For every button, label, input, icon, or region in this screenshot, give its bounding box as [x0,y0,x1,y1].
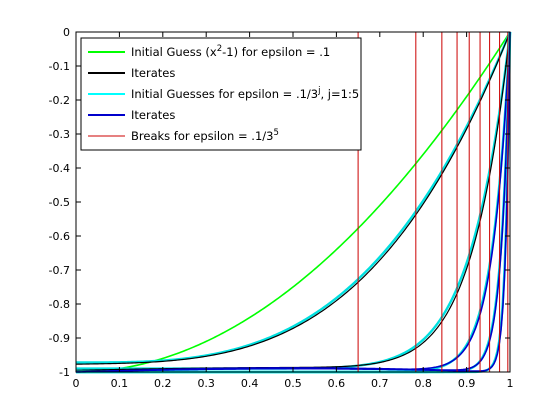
series-line-1 [76,31,512,364]
legend-box [80,37,362,151]
y-tick-label: -0.9 [49,332,70,345]
x-tick-label: 0.6 [328,377,346,390]
y-tick-label: 0 [63,26,70,39]
x-tick-label: 0.3 [197,377,215,390]
y-tick-label: -0.7 [49,264,70,277]
x-tick-label: 0.2 [154,377,172,390]
break-layer [357,32,509,372]
x-tick-label: 1 [507,377,514,390]
series-line-2 [75,31,511,365]
legend-entry-3: Iterates [131,108,175,122]
x-tick-label: 0.4 [241,377,259,390]
x-tick-label: 0.7 [371,377,389,390]
x-tick-label: 0.8 [414,377,432,390]
y-tick-label: -0.4 [49,162,70,175]
legend: Initial Guess (x2-1) for epsilon = .1 Ite… [80,37,362,151]
x-tick-label: 0.9 [458,377,476,390]
y-tick-label: -0.8 [49,298,70,311]
y-tick-label: -1 [59,366,70,379]
legend-entry-0: Initial Guess (x2-1) for epsilon = .1 [131,44,330,59]
x-tick-label: 0.5 [284,377,302,390]
y-tick-label: -0.6 [49,230,70,243]
y-tick-label: -0.5 [49,196,70,209]
y-tick-label: -0.3 [49,128,70,141]
legend-entry-2: Initial Guesses for epsilon = .1/3j, j=1… [131,86,359,101]
x-tick-label: 0.1 [111,377,129,390]
tick-layer: 0 0.1 0.2 0.3 0.4 0.5 0.6 0.7 0.8 0.9 1 0 -0.1 -0.2 -0… [49,26,514,390]
legend-entry-4: Breaks for epsilon = .1/35 [131,128,279,143]
x-tick-label: 0 [73,377,80,390]
y-tick-label: -0.1 [49,60,70,73]
legend-entry-1: Iterates [131,66,175,80]
y-tick-label: -0.2 [49,94,70,107]
